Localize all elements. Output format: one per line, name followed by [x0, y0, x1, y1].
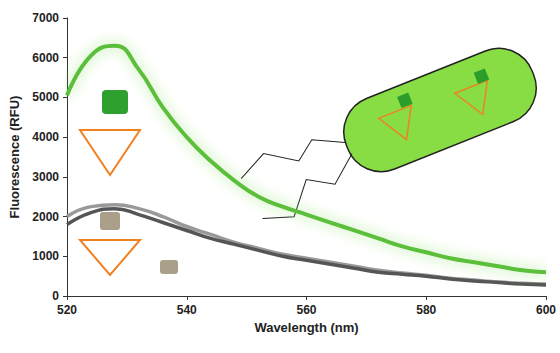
- svg-text:540: 540: [177, 303, 197, 317]
- svg-text:580: 580: [416, 303, 436, 317]
- svg-text:560: 560: [296, 303, 316, 317]
- svg-text:6000: 6000: [32, 51, 59, 65]
- svg-text:3000: 3000: [32, 170, 59, 184]
- svg-text:7000: 7000: [32, 11, 59, 25]
- svg-text:600: 600: [536, 303, 556, 317]
- svg-text:0: 0: [52, 289, 59, 303]
- svg-text:Fluorescence (RFU): Fluorescence (RFU): [7, 96, 22, 219]
- svg-text:1000: 1000: [32, 249, 59, 263]
- svg-text:Wavelength (nm): Wavelength (nm): [254, 320, 358, 335]
- svg-text:4000: 4000: [32, 130, 59, 144]
- svg-text:2000: 2000: [32, 210, 59, 224]
- svg-text:5000: 5000: [32, 90, 59, 104]
- svg-text:520: 520: [57, 303, 77, 317]
